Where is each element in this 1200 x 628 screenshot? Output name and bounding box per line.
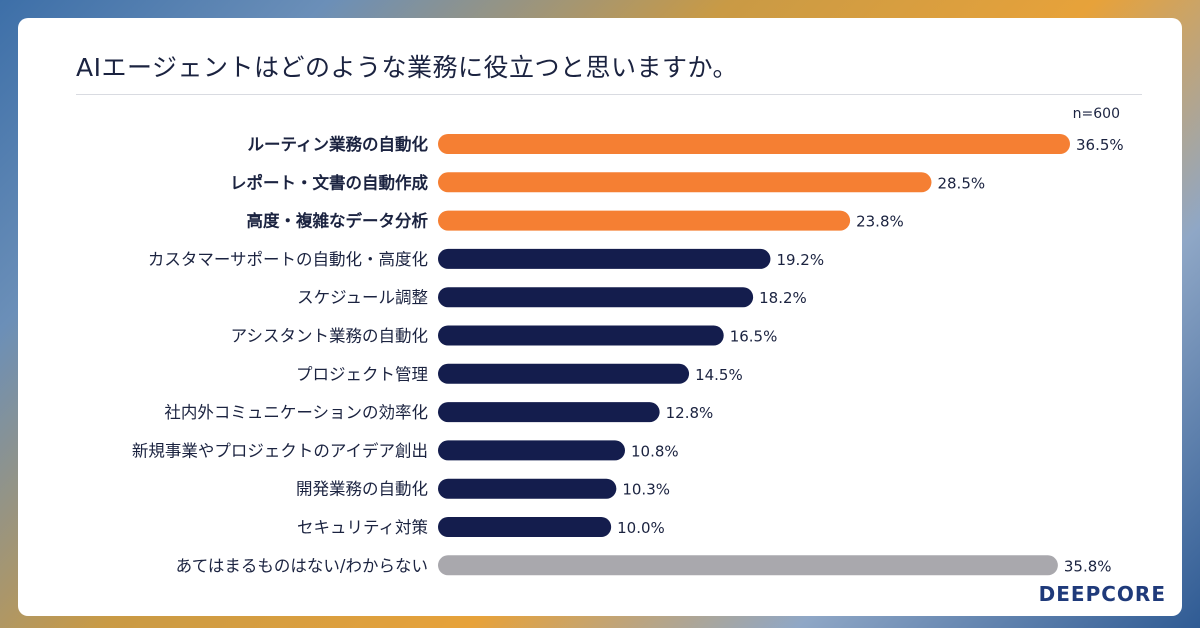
chart-card: AIエージェントはどのような業務に役立つと思いますか。 n=600 ルーティン業務… — [18, 18, 1182, 616]
category-label: カスタマーサポートの自動化・高度化 — [148, 250, 428, 269]
category-label: セキュリティ対策 — [297, 518, 428, 537]
category-label: ルーティン業務の自動化 — [247, 134, 428, 154]
title-divider — [76, 94, 1142, 95]
value-label: 28.5% — [937, 174, 985, 192]
bar — [438, 517, 612, 537]
category-label: 新規事業やプロジェクトのアイデア創出 — [132, 440, 428, 460]
sample-size-note: n=600 — [1073, 106, 1120, 122]
bar-chart: n=600 ルーティン業務の自動化 36.5% レポート・文書の自動作成 28.5% 高度… — [132, 106, 1124, 576]
value-label: 36.5% — [1076, 136, 1124, 154]
bar — [438, 363, 690, 384]
bar — [438, 134, 1070, 154]
value-label: 19.2% — [776, 251, 824, 269]
category-label: レポート・文書の自動作成 — [230, 172, 429, 192]
brand-logo: DEEPCORE — [1038, 582, 1166, 606]
category-label: アシスタント業務の自動化 — [231, 327, 428, 346]
value-label: 10.3% — [622, 481, 670, 499]
bar — [438, 555, 1058, 576]
bar — [438, 287, 754, 308]
category-label: プロジェクト管理 — [296, 365, 428, 384]
bar — [438, 325, 724, 346]
bar — [438, 440, 626, 461]
bar — [438, 402, 660, 423]
value-label: 16.5% — [730, 328, 778, 346]
category-label: あてはまるものはない/わからない — [176, 556, 428, 575]
category-label: 高度・複雑なデータ分析 — [247, 211, 429, 231]
category-label: スケジュール調整 — [297, 288, 428, 307]
value-label: 23.8% — [856, 213, 904, 231]
value-label: 10.8% — [631, 442, 679, 460]
bar — [438, 172, 932, 193]
value-label: 14.5% — [695, 366, 743, 384]
value-label: 10.0% — [617, 519, 665, 537]
bar — [438, 210, 851, 231]
category-label: 開発業務の自動化 — [296, 480, 428, 499]
value-label: 35.8% — [1064, 557, 1112, 575]
value-label: 12.8% — [666, 404, 714, 422]
value-label: 18.2% — [759, 289, 807, 307]
chart-title: AIエージェントはどのような業務に役立つと思いますか。 — [76, 53, 738, 82]
bar — [438, 478, 617, 499]
bar — [438, 248, 771, 269]
category-label: 社内外コミュニケーションの効率化 — [164, 403, 428, 422]
